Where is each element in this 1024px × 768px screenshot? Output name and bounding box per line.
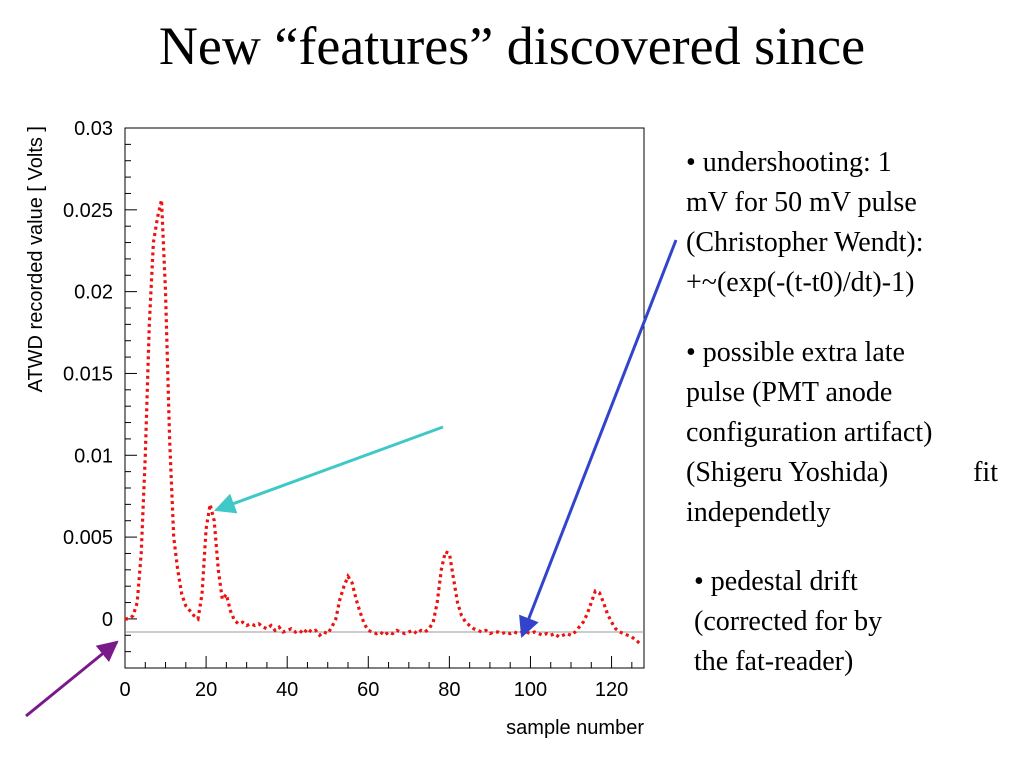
bullet-text-line: configuration artifact) (686, 417, 933, 448)
x-axis-label: sample number (506, 717, 644, 739)
series-line (125, 199, 641, 645)
bullet-undershooting: • undershooting: 1 mV for 50 mV pulse (C… (686, 143, 986, 303)
bullet-text-line: mV for 50 mV pulse (686, 187, 917, 218)
bullet-text-line: +~(exp(-(t-t0)/dt)-1) (686, 267, 915, 298)
bullet-text-line: pulse (PMT anode (686, 377, 893, 408)
y-tick-label: 0.03 (74, 118, 113, 140)
data-series-layer (125, 199, 641, 645)
bullet-text-line: • undershooting: 1 (686, 147, 892, 178)
bullet-text-fragment: (Shigeru Yoshida) (686, 457, 889, 488)
bullet-late-pulse: • possible extra late pulse (PMT anode c… (686, 333, 1006, 533)
y-axis: 0 0.005 0.01 0.015 0.02 0.025 0.03 (63, 118, 137, 653)
bullet-text-line: (Shigeru Yoshida) fit (686, 453, 998, 493)
x-tick-label: 120 (595, 679, 628, 701)
bullet-pedestal-drift: • pedestal drift (corrected for by the f… (694, 562, 974, 682)
x-tick-label: 60 (357, 679, 379, 701)
bullet-text-line: independetly (686, 497, 831, 528)
y-tick-label: 0 (102, 609, 113, 631)
slide-title: New “features” discovered since (158, 16, 866, 76)
x-tick-label: 40 (276, 679, 298, 701)
x-tick-label: 0 (119, 679, 130, 701)
y-tick-label: 0.015 (63, 363, 113, 385)
blue-arrow (519, 239, 678, 638)
x-tick-label: 20 (195, 679, 217, 701)
y-tick-label: 0.005 (63, 527, 113, 549)
y-tick-label: 0.02 (74, 282, 113, 304)
y-tick-label: 0.01 (74, 445, 113, 467)
bullet-text-fragment: fit (973, 457, 998, 488)
bullet-text-line: • possible extra late (686, 337, 905, 368)
bullet-text-line: the fat-reader) (694, 646, 854, 677)
purple-arrow (25, 640, 119, 718)
bullet-text-line: (Christopher Wendt): (686, 227, 924, 258)
plot-frame (124, 127, 645, 669)
y-tick-label: 0.025 (63, 200, 113, 222)
y-axis-label: ATWD recorded value [ Volts ] (25, 126, 47, 392)
bullet-text-line: • pedestal drift (694, 566, 858, 597)
bullet-text-line: (corrected for by (694, 606, 883, 637)
x-tick-label: 100 (514, 679, 547, 701)
x-tick-label: 80 (438, 679, 460, 701)
cyan-arrow (214, 425, 444, 514)
x-axis: 0 20 40 60 80 100 120 (119, 656, 633, 701)
